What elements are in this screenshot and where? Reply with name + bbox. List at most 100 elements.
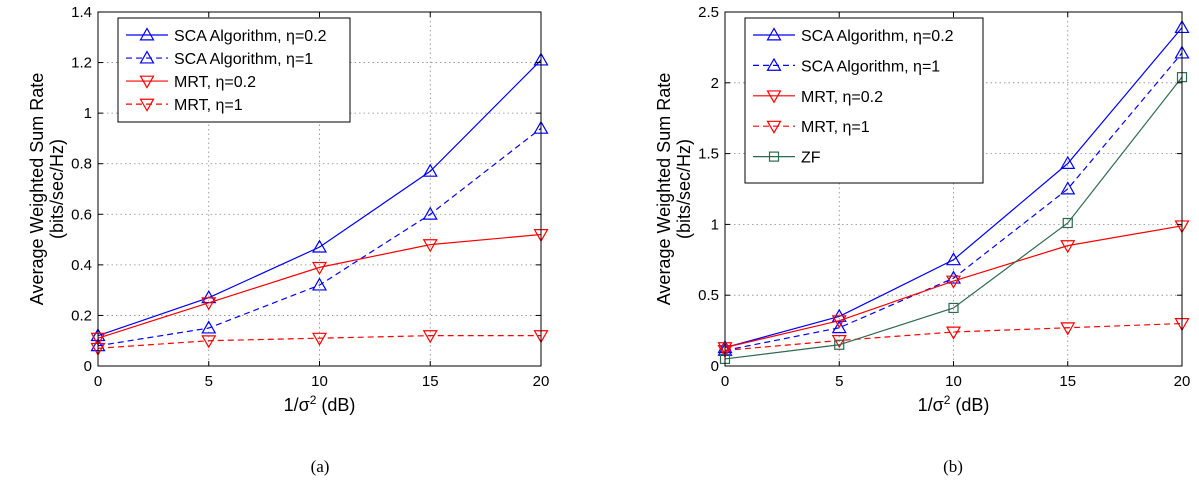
legend-marker xyxy=(139,27,155,41)
data-point xyxy=(201,335,217,349)
x-tick-label: 5 xyxy=(205,373,213,390)
chart-panel-a: 0 5 10 15 20 0 0.2 0.4 0.6 0.8 1 1.2 1.4 1/σ2 (dB) Ave… xyxy=(27,4,549,476)
x-tick-label: 10 xyxy=(945,373,962,390)
series-line xyxy=(97,233,542,339)
legend-marker xyxy=(766,57,782,71)
y-tick-label: 0 xyxy=(84,358,92,375)
data-point xyxy=(831,315,847,329)
x-tick-label: 20 xyxy=(533,373,550,390)
x-axis-label-unit: (dB) xyxy=(316,395,355,415)
legend-entry: MRT, η=1 xyxy=(126,97,243,114)
series-3 xyxy=(90,330,549,357)
x-axis-label-sup: 2 xyxy=(944,393,951,407)
x-tick-label: 15 xyxy=(422,373,439,390)
y-axis-label-line2: (bits/sec/Hz) xyxy=(47,139,67,239)
legend-marker xyxy=(766,90,782,104)
x-axis-label: 1/σ2 (dB) xyxy=(284,393,356,415)
legend-marker xyxy=(139,75,155,89)
series-line xyxy=(97,127,542,347)
series-2 xyxy=(717,220,1190,356)
legend: SCA Algorithm, η=0.2 SCA Algorithm, η=1 MR… xyxy=(117,17,351,123)
series-line xyxy=(724,225,1183,349)
legend-label: SCA Algorithm, η=0.2 xyxy=(801,28,954,45)
subfigure-caption: (a) xyxy=(311,457,330,476)
subfigure-caption: (b) xyxy=(943,457,963,476)
legend-marker xyxy=(766,27,782,41)
y-tick-label: 0.6 xyxy=(71,206,92,223)
y-tick-label: 0.2 xyxy=(71,307,92,324)
legend-label: MRT, η=1 xyxy=(801,119,870,136)
x-axis-label-unit: (dB) xyxy=(950,395,989,415)
x-axis-label-sup: 2 xyxy=(310,393,317,407)
legend-entry: SCA Algorithm, η=0.2 xyxy=(753,27,954,45)
data-point xyxy=(945,275,962,289)
y-tick-label: 0.5 xyxy=(698,287,719,304)
legend-box xyxy=(744,17,984,184)
y-tick-label: 1.5 xyxy=(698,146,719,163)
legend-entry: MRT, η=0.2 xyxy=(126,74,256,91)
data-point xyxy=(201,297,217,311)
y-tick-label: 1.4 xyxy=(71,4,92,21)
legend-entry: SCA Algorithm, η=1 xyxy=(126,50,313,68)
data-point xyxy=(1060,181,1076,195)
data-point xyxy=(945,326,962,340)
data-point xyxy=(831,320,847,334)
data-point xyxy=(948,302,959,314)
data-point xyxy=(311,261,328,276)
x-axis-label-main: 1/σ xyxy=(918,395,944,415)
legend-label: SCA Algorithm, η=1 xyxy=(801,58,940,75)
y-tick-label: 0 xyxy=(711,358,719,375)
data-point xyxy=(945,270,962,284)
data-point xyxy=(311,239,328,253)
y-tick-label: 0.4 xyxy=(71,257,92,274)
series-line xyxy=(724,76,1183,360)
y-axis-label: Average Weighted Sum Rate(bits/sec/Hz) xyxy=(27,73,67,305)
legend-entry: MRT, η=1 xyxy=(753,119,870,136)
data-point xyxy=(834,339,845,350)
x-tick-label: 0 xyxy=(94,373,102,390)
series-line xyxy=(724,322,1183,352)
x-tick-label: 15 xyxy=(1059,373,1076,390)
data-point xyxy=(831,335,847,349)
legend-label: SCA Algorithm, η=0.2 xyxy=(174,28,327,45)
series-line xyxy=(724,27,1183,349)
legend-marker xyxy=(766,120,782,134)
data-point xyxy=(422,239,438,253)
y-tick-label: 1 xyxy=(84,105,92,122)
legend-label: MRT, η=0.2 xyxy=(801,89,883,106)
y-axis-label-line2: (bits/sec/Hz) xyxy=(674,139,694,239)
x-axis-label: 1/σ2 (dB) xyxy=(918,393,990,415)
y-tick-label: 2.5 xyxy=(698,4,719,21)
y-tick-label: 1.2 xyxy=(71,55,92,72)
data-point xyxy=(422,163,438,177)
legend-label: MRT, η=1 xyxy=(174,97,243,114)
data-point xyxy=(311,332,328,346)
data-point xyxy=(945,252,962,266)
series-line xyxy=(724,52,1183,352)
legend-entry: SCA Algorithm, η=0.2 xyxy=(126,27,327,45)
legend-entry: MRT, η=0.2 xyxy=(753,89,883,106)
legend-label: ZF xyxy=(801,150,821,167)
data-point xyxy=(1060,322,1076,336)
x-axis-label-main: 1/σ xyxy=(284,395,310,415)
legend-marker xyxy=(768,151,780,162)
y-tick-label: 2 xyxy=(711,75,719,92)
data-point xyxy=(201,320,217,334)
x-tick-label: 20 xyxy=(1174,373,1191,390)
series-line xyxy=(97,59,542,337)
legend-label: MRT, η=0.2 xyxy=(174,74,256,91)
x-tick-label: 10 xyxy=(311,373,328,390)
legend-label: SCA Algorithm, η=1 xyxy=(174,51,313,68)
y-tick-label: 0.8 xyxy=(71,156,92,173)
y-tick-label: 1 xyxy=(711,216,719,233)
legend-entry: SCA Algorithm, η=1 xyxy=(753,57,940,75)
series-line xyxy=(97,335,541,349)
y-axis-label: Average Weighted Sum Rate(bits/sec/Hz) xyxy=(654,73,694,305)
data-point xyxy=(1060,240,1076,254)
legend: SCA Algorithm, η=0.2 SCA Algorithm, η=1 MR… xyxy=(744,17,984,184)
data-point xyxy=(422,330,438,344)
legend-marker xyxy=(139,50,155,64)
data-point xyxy=(1060,155,1076,169)
